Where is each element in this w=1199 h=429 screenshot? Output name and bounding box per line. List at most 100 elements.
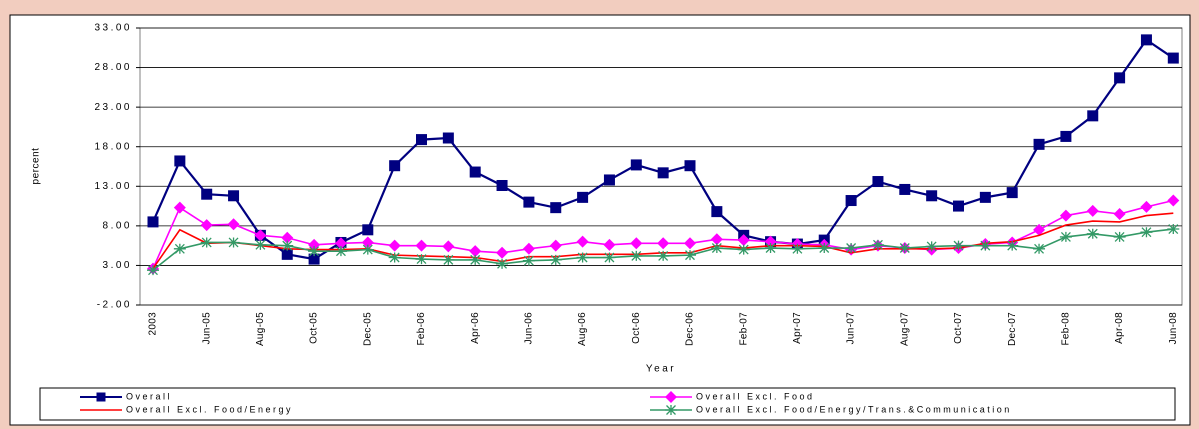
legend-marker: [665, 405, 677, 415]
point: [845, 243, 858, 254]
point: [576, 235, 589, 248]
x-tick-label: Jun-07: [846, 312, 857, 345]
star-stroke: [737, 244, 750, 255]
star-stroke: [549, 254, 562, 265]
star-stroke: [442, 254, 455, 265]
x-tick-label: Oct-07: [953, 312, 964, 344]
point: [228, 190, 240, 202]
point: [281, 248, 293, 260]
point: [576, 252, 589, 263]
legend-marker: [665, 391, 677, 403]
point: [764, 243, 777, 254]
legend-label: Overall Excl. Food/Energy/Trans.&Communi…: [696, 404, 1012, 414]
point: [469, 254, 482, 265]
star-stroke: [1033, 243, 1046, 254]
point: [549, 254, 562, 265]
star-stroke: [415, 254, 428, 265]
point: [603, 252, 616, 263]
y-tick-label: 8.00: [103, 220, 132, 231]
x-tick-label: Jun-06: [524, 312, 535, 345]
star-stroke: [173, 243, 186, 254]
point: [1167, 52, 1179, 64]
point: [979, 240, 992, 251]
point: [979, 191, 991, 203]
legend-label: Overall Excl. Food/Energy: [126, 404, 293, 414]
x-tick-label: Dec-06: [685, 312, 696, 346]
point: [388, 252, 401, 263]
y-tick-label: 3.00: [103, 260, 132, 271]
star-stroke: [334, 246, 347, 257]
point: [201, 188, 213, 200]
x-tick-label: Oct-06: [631, 312, 642, 344]
x-tick-label: Jun-08: [1168, 312, 1179, 345]
star-stroke: [227, 237, 240, 248]
point: [952, 240, 965, 251]
point: [388, 239, 401, 252]
point: [1033, 223, 1046, 236]
point: [818, 243, 831, 254]
point: [496, 179, 508, 191]
point: [791, 243, 804, 254]
y-axis-label: percent: [31, 148, 42, 185]
point: [710, 233, 723, 246]
point: [227, 218, 240, 231]
y-tick-label: 13.00: [94, 181, 132, 192]
star-stroke: [1059, 231, 1072, 242]
point: [871, 239, 884, 250]
star-stroke: [469, 254, 482, 265]
x-tick-label: Jun-05: [201, 312, 212, 345]
point: [362, 224, 374, 236]
star-stroke: [898, 243, 911, 254]
point: [603, 238, 616, 251]
star-stroke: [871, 239, 884, 250]
x-tick-label: Dec-07: [1007, 312, 1018, 346]
x-tick-label: Feb-07: [738, 312, 749, 346]
point: [173, 243, 186, 254]
point: [899, 183, 911, 195]
point: [1033, 138, 1045, 150]
point: [523, 196, 535, 208]
x-tick-label: Apr-08: [1114, 312, 1125, 344]
x-tick-label: Aug-07: [899, 312, 910, 346]
point: [684, 250, 696, 261]
point: [496, 246, 509, 259]
point: [550, 202, 562, 214]
star-stroke: [818, 243, 831, 254]
point: [361, 244, 374, 255]
point: [442, 240, 455, 253]
star-stroke: [603, 252, 616, 263]
point: [1113, 231, 1126, 242]
point: [361, 236, 374, 249]
y-tick-label: -2.00: [97, 300, 132, 311]
point: [200, 219, 213, 232]
star-stroke: [1140, 227, 1153, 238]
point: [1033, 243, 1046, 254]
star-stroke: [388, 252, 401, 263]
point: [953, 200, 964, 212]
star-stroke: [254, 239, 267, 250]
point: [389, 160, 401, 172]
x-tick-label: Feb-08: [1061, 312, 1072, 346]
legend: [39, 387, 1176, 421]
star-stroke: [630, 250, 643, 261]
point: [577, 191, 589, 203]
x-tick-label: Apr-06: [470, 312, 481, 344]
x-tick-label: 2003: [148, 312, 159, 336]
point: [898, 243, 911, 254]
star-stroke: [522, 255, 535, 266]
point: [1087, 110, 1099, 122]
y-tick-label: 23.00: [94, 102, 132, 113]
point: [1114, 72, 1126, 84]
point: [147, 216, 159, 228]
point: [308, 246, 321, 257]
star-stroke: [1006, 240, 1019, 251]
point: [173, 201, 186, 214]
point: [1086, 228, 1099, 239]
point: [1140, 34, 1152, 46]
point: [925, 241, 938, 252]
y-tick-label: 18.00: [94, 141, 132, 152]
star-stroke: [657, 250, 670, 261]
x-axis-label: Year: [646, 364, 676, 375]
star-stroke: [684, 250, 696, 261]
point: [254, 239, 267, 250]
